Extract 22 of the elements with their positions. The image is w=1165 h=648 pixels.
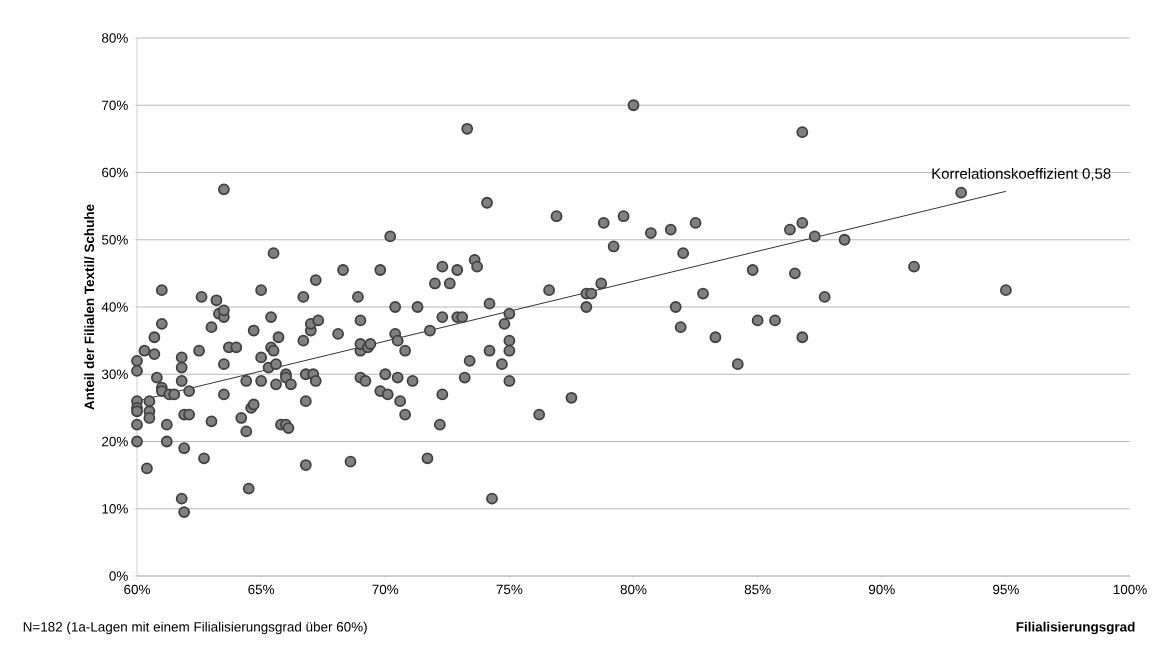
x-tick-label: 90% bbox=[868, 584, 895, 595]
x-tick-label: 70% bbox=[372, 584, 399, 595]
y-tick-label: 30% bbox=[101, 369, 128, 379]
annotation: Korrelationskoeffizient 0,58 bbox=[932, 167, 1111, 181]
y-tick-label: 0% bbox=[109, 571, 128, 581]
y-tick-label: 50% bbox=[101, 234, 128, 245]
x-tick-label: 60% bbox=[124, 584, 150, 595]
x-tick-label: 100% bbox=[1113, 584, 1147, 595]
x-tick-label: 80% bbox=[620, 584, 647, 595]
y-tick-label: 10% bbox=[102, 503, 128, 514]
y-axis-title: Anteil der Filialen Textil/ Schuhe bbox=[84, 204, 95, 410]
y-tick-label: 80% bbox=[101, 33, 128, 43]
text: N=182 (1a-Lagen mit einem Filialisierungsgrad über 60%) bbox=[23, 621, 367, 635]
y-tick-label: 70% bbox=[102, 100, 128, 110]
x-tick-label: 85% bbox=[744, 584, 771, 595]
y-tick-label: 40% bbox=[101, 302, 128, 312]
y-tick-label: 60% bbox=[102, 167, 128, 178]
x-tick-label: 75% bbox=[496, 584, 523, 595]
x-tick-label: 65% bbox=[248, 584, 275, 595]
x-tick-label: 95% bbox=[993, 584, 1019, 595]
x-axis-title: Filialisierungsgrad bbox=[1016, 621, 1135, 635]
y-tick-label: 20% bbox=[102, 436, 128, 447]
